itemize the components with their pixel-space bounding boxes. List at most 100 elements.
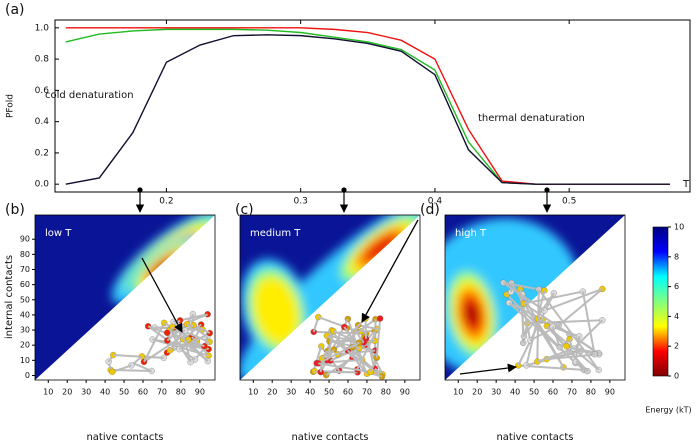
protein-atom	[109, 368, 116, 376]
heatmap-image	[35, 215, 215, 380]
protein-bond	[133, 362, 153, 372]
x-tick-label: 10	[453, 388, 463, 397]
panel-title: high T	[455, 228, 487, 239]
heatmap-blob	[466, 303, 478, 325]
x-tick-label: 90	[400, 388, 410, 397]
x-tick-label: 30	[491, 388, 501, 397]
y-tick-label: 70	[20, 265, 30, 274]
colorbar-tick-label: 2	[674, 342, 679, 351]
heatmap-blob	[252, 276, 300, 345]
x-tick-label: 50	[119, 388, 129, 397]
protein-bond	[525, 290, 546, 366]
x-tick-label: 30	[286, 388, 296, 397]
y-tick-label: 0.6	[35, 86, 50, 96]
y-tick-label: 1.0	[35, 23, 50, 33]
x-tick-label: 30	[81, 388, 91, 397]
protein-bond	[375, 318, 382, 358]
colorbar-tick-label: 6	[674, 282, 679, 291]
protein-bond	[519, 289, 532, 341]
protein-bond	[536, 347, 575, 363]
y-axis-label: PFold	[6, 94, 16, 118]
x-tick-label: 0.5	[562, 197, 576, 207]
protein-bond	[317, 341, 360, 365]
x-tick-label: 20	[267, 388, 277, 397]
panel-frame	[444, 214, 626, 381]
colorbar	[652, 226, 669, 377]
protein-bond	[333, 317, 367, 351]
protein-bond	[312, 346, 323, 373]
pointer-arrow	[141, 257, 183, 333]
y-tick-label: 50	[20, 295, 30, 304]
y-tick-label: 80	[20, 250, 30, 259]
protein-bond	[566, 345, 595, 356]
x-tick-label: 50	[324, 388, 334, 397]
x-axis-label: native contacts	[291, 432, 368, 443]
protein-bond	[356, 328, 379, 370]
x-tick-label: 50	[529, 388, 539, 397]
temperature-arrows	[135, 187, 552, 213]
panel-label: (b)	[5, 202, 25, 218]
series-line	[65, 28, 670, 185]
y-tick-label: 0.2	[35, 148, 49, 158]
protein-bond	[537, 288, 600, 371]
pointer-arrow	[459, 363, 517, 375]
x-tick-label: 40	[100, 388, 110, 397]
pointer-arrow	[361, 219, 419, 323]
protein-bond	[143, 322, 166, 363]
x-tick-label: 10	[43, 388, 53, 397]
y-tick-label: 40	[20, 310, 30, 319]
x-tick-label: 90	[605, 388, 615, 397]
y-tick-label: 0	[25, 371, 30, 380]
series-line	[65, 27, 670, 185]
annotation: cold denaturation	[45, 90, 134, 101]
x-tick-label: 80	[381, 388, 391, 397]
protein-bond	[357, 324, 378, 330]
protein-bond	[581, 291, 596, 355]
protein-bond	[523, 302, 600, 354]
x-axis-label: native contacts	[86, 432, 163, 443]
x-axis-label: T	[682, 179, 690, 190]
colorbar-tick-label: 4	[674, 312, 679, 321]
protein-bond	[111, 364, 132, 373]
colorbar-tick-label: 8	[674, 252, 679, 261]
x-tick-label: 10	[248, 388, 258, 397]
protein-bond	[326, 330, 335, 361]
y-tick-label: 90	[20, 235, 30, 244]
x-tick-label: 20	[472, 388, 482, 397]
protein-bond	[141, 355, 164, 359]
protein-bond	[147, 325, 196, 361]
y-tick-label: 60	[20, 280, 30, 289]
y-tick-label: 0.4	[35, 117, 50, 127]
panel-label: (a)	[5, 2, 25, 18]
x-tick-label: 20	[62, 388, 72, 397]
protein-bond	[152, 338, 209, 351]
x-tick-label: 80	[176, 388, 186, 397]
protein-atom	[376, 315, 384, 322]
annotation: thermal denaturation	[478, 113, 585, 124]
protein	[310, 313, 386, 380]
y-tick-label: 0.0	[35, 180, 50, 190]
protein-bond	[318, 362, 371, 373]
protein-bond	[178, 332, 211, 351]
y-tick-label: 0.8	[35, 55, 50, 65]
protein-atom	[563, 343, 570, 350]
heatmap-image	[445, 215, 625, 380]
y-tick-label: 20	[20, 341, 30, 350]
colorbar-label: Energy (kT)	[645, 406, 691, 415]
panel-label: (d)	[420, 202, 440, 218]
y-tick-label: 30	[20, 326, 30, 335]
x-tick-label: 40	[510, 388, 520, 397]
colorbar-tick-label: 10	[674, 223, 684, 232]
x-tick-label: 0.4	[428, 197, 443, 207]
x-tick-label: 0.2	[159, 197, 173, 207]
protein-bond	[169, 328, 209, 362]
x-tick-label: 70	[567, 388, 577, 397]
panel-title: low T	[45, 228, 72, 239]
protein	[105, 311, 213, 376]
x-tick-label: 40	[305, 388, 315, 397]
panel-frame	[239, 214, 421, 381]
heatmap-blob	[363, 233, 398, 263]
series-line	[65, 34, 670, 185]
protein-bond	[332, 330, 360, 344]
